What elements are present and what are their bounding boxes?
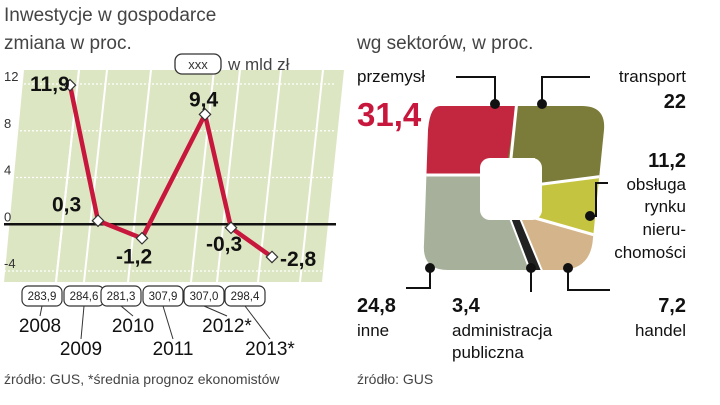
x-tick-label: 2011 xyxy=(153,339,194,360)
amount-label: 284,6 xyxy=(70,291,99,303)
center-hole xyxy=(480,158,542,220)
data-point xyxy=(91,214,105,228)
year-connector xyxy=(120,305,134,317)
line-chart-source: źródło: GUS, *średnia prognoz ekonomistó… xyxy=(4,371,280,387)
amount-labels: 283,9 284,6 281,3 307,9 307,0 298,4 xyxy=(21,285,266,307)
y-tick-label: 12 xyxy=(4,69,18,84)
year-connector xyxy=(244,305,271,340)
vertical-gridline xyxy=(83,69,108,283)
x-tick-label: 2013* xyxy=(245,339,295,360)
value-administracja: 3,4 xyxy=(452,295,481,317)
amount-label: 281,3 xyxy=(107,291,136,303)
y-tick-label: -4 xyxy=(4,256,16,271)
data-point xyxy=(224,221,238,235)
x-tick-label: 2010 xyxy=(112,316,154,337)
y-tick-label: 4 xyxy=(4,163,11,178)
segment-nieruchomosci xyxy=(535,175,605,240)
year-connector xyxy=(39,305,43,317)
x-tick-label: 2009 xyxy=(60,339,102,360)
value-inne: 24,8 xyxy=(357,295,396,317)
vertical-gridline xyxy=(190,69,215,283)
leader-dots xyxy=(425,99,595,273)
label-przemysl: przemysł xyxy=(357,67,425,86)
data-point xyxy=(265,250,279,264)
vertical-gridline xyxy=(216,69,241,283)
sector-chart-title: wg sektorów, w proc. xyxy=(356,33,533,54)
data-label: 0,3 xyxy=(52,194,81,217)
data-point xyxy=(198,107,212,121)
vertical-gridlines xyxy=(55,69,324,283)
data-point xyxy=(135,231,149,245)
label-nieruchomosci-line-1: obsługa xyxy=(626,175,686,194)
label-transport: transport xyxy=(619,67,686,86)
label-handel: handel xyxy=(635,321,686,340)
x-tick-label: 2008 xyxy=(19,316,61,337)
legend-text: w mld zł xyxy=(227,55,290,74)
y-tick-label: 8 xyxy=(4,116,11,131)
data-label: -0,3 xyxy=(206,233,242,256)
sector-shape xyxy=(423,106,605,270)
legend-box-text: xxx xyxy=(188,57,208,72)
label-administracja-line-2: publiczna xyxy=(452,343,524,362)
series-investment: 11,9 0,3 -1,2 9,4 -0,3 -2,8 xyxy=(30,73,317,271)
y-tick-label: 0 xyxy=(4,209,11,224)
data-label: 11,9 xyxy=(30,73,70,96)
sector-chart: wg sektorów, w proc. xyxy=(356,33,687,387)
data-label: 9,4 xyxy=(189,88,219,111)
amount-label: 307,9 xyxy=(149,291,178,303)
label-nieruchomosci-line-3: nieru- xyxy=(643,220,686,239)
amount-label: 298,4 xyxy=(231,291,260,303)
value-nieruchomosci: 11,2 xyxy=(648,150,686,172)
y-axis-ticks: 12 8 4 0 -4 xyxy=(4,69,18,271)
year-connector xyxy=(80,305,85,340)
line-chart: Inwestycje w gospodarce zmiana w proc. 1… xyxy=(4,5,344,387)
segment-inne xyxy=(423,175,533,270)
series-line xyxy=(67,84,274,259)
legend: xxx w mld zł xyxy=(174,53,290,75)
line-chart-subtitle: zmiana w proc. xyxy=(4,33,132,54)
segment-transport xyxy=(508,106,605,185)
label-nieruchomosci-line-4: chomości xyxy=(614,243,686,262)
amount-label: 283,9 xyxy=(28,291,57,303)
label-nieruchomosci-line-2: rynku xyxy=(644,197,686,216)
amount-label: 307,0 xyxy=(190,291,219,303)
value-transport: 22 xyxy=(664,91,686,113)
label-administracja-line-1: administracja xyxy=(452,321,553,340)
legend-box xyxy=(174,53,222,75)
sector-chart-source: źródło: GUS xyxy=(357,371,433,387)
x-tick-label: 2012* xyxy=(202,316,252,337)
vertical-gridline xyxy=(127,69,152,283)
year-connector xyxy=(162,305,174,340)
data-point xyxy=(63,78,77,92)
value-przemysl: 31,4 xyxy=(357,96,422,133)
label-inne: inne xyxy=(357,321,389,340)
data-label: -1,2 xyxy=(116,245,152,268)
vertical-gridline xyxy=(257,69,282,283)
value-handel: 7,2 xyxy=(658,295,686,317)
horizontal-gridlines xyxy=(4,83,336,272)
segment-administracja xyxy=(510,218,545,270)
line-chart-title: Inwestycje w gospodarce xyxy=(4,5,216,26)
vertical-gridline xyxy=(299,69,324,283)
data-label: -2,8 xyxy=(280,248,317,271)
year-connector xyxy=(203,305,228,317)
